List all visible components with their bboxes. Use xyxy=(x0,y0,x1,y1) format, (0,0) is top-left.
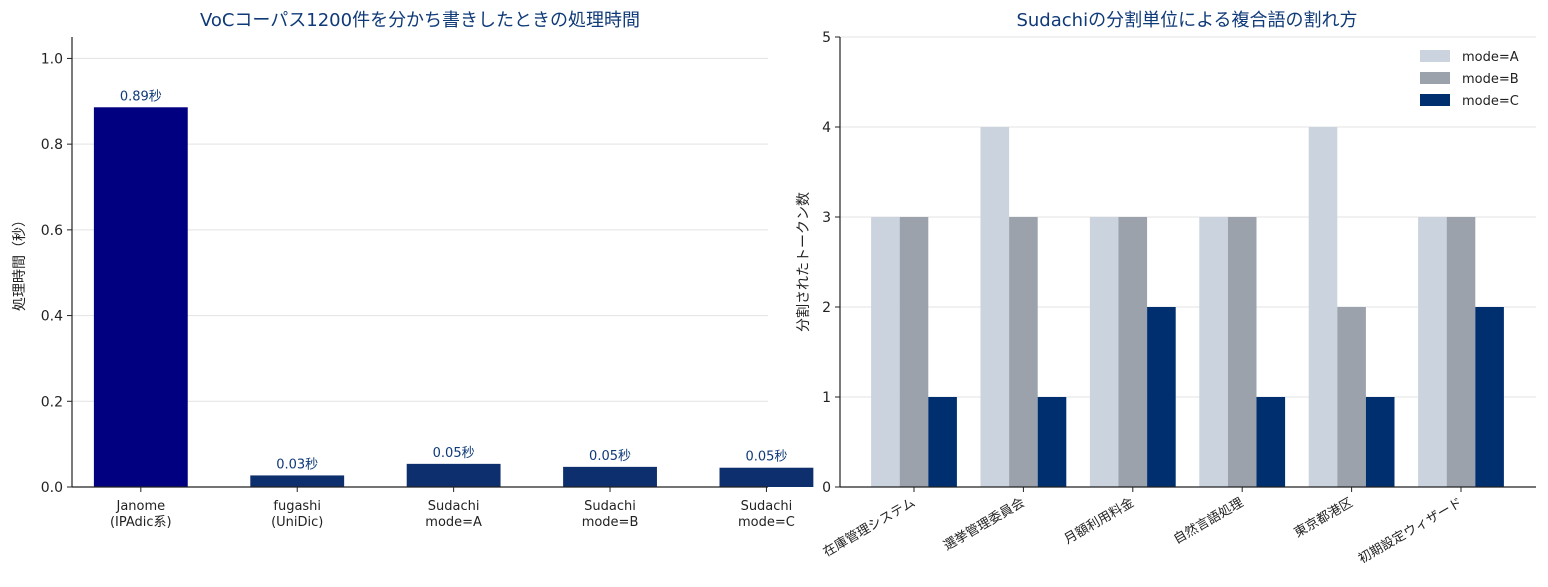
right-bars xyxy=(871,127,1504,487)
right-y-axis-label: 分割されたトークン数 xyxy=(795,192,812,332)
left-data-label: 0.05秒 xyxy=(589,449,631,464)
right-y-tick-label: 3 xyxy=(822,210,831,226)
left-bar xyxy=(250,475,345,487)
right-chart-title: Sudachiの分割単位による複合語の割れ方 xyxy=(1016,10,1357,31)
left-bar xyxy=(93,107,188,488)
right-bar xyxy=(1227,217,1257,487)
right-y-ticks: 0 1 2 3 4 5 xyxy=(822,30,840,496)
right-bar xyxy=(1147,307,1176,487)
left-chart-title: VoCコーパス1200件を分かち書きしたときの処理時間 xyxy=(200,10,640,31)
legend-label: mode=A xyxy=(1462,50,1519,65)
right-bar xyxy=(980,127,1010,487)
legend-label: mode=C xyxy=(1462,94,1519,109)
right-x-tick-label: 初期設定ウィザード xyxy=(1356,495,1465,567)
right-bar xyxy=(1446,217,1476,487)
right-bar xyxy=(1199,217,1228,487)
left-bar xyxy=(719,467,814,487)
right-axes xyxy=(839,37,1536,488)
left-y-axis-label: 処理時間（秒） xyxy=(12,213,28,311)
left-data-label: 0.03秒 xyxy=(276,457,318,472)
right-x-tick-label: 東京都港区 xyxy=(1291,495,1355,541)
legend-swatch xyxy=(1420,72,1450,84)
right-bar xyxy=(1308,127,1338,487)
left-y-tick-label: 1.0 xyxy=(41,51,63,67)
left-data-label: 0.05秒 xyxy=(433,446,475,461)
left-y-tick-label: 0.8 xyxy=(41,137,63,153)
left-y-tick-label: 0.6 xyxy=(41,223,63,239)
left-x-tick-label: Sudachi mode=A xyxy=(425,499,482,530)
left-data-label: 0.89秒 xyxy=(120,89,162,104)
left-bars xyxy=(93,107,814,488)
left-x-tick-label: Sudachi mode=C xyxy=(738,499,795,530)
right-y-tick-label: 2 xyxy=(822,300,831,316)
legend-swatch xyxy=(1420,50,1450,62)
left-x-tick-label: Janome (IPAdic系) xyxy=(110,499,172,530)
right-x-tick-label: 自然言語処理 xyxy=(1171,495,1247,548)
left-data-label: 0.05秒 xyxy=(745,450,787,465)
sudachi-split-chart: 0 1 2 3 4 5 在庫管理システム 選挙管理委員会 月額利用料金 自然言語処理 東京都港区初… xyxy=(795,10,1536,567)
right-bar xyxy=(1118,217,1148,487)
left-bar xyxy=(563,466,657,487)
right-bar xyxy=(1475,307,1504,487)
right-y-tick-label: 5 xyxy=(822,30,831,46)
processing-time-chart: 0.0 0.2 0.4 0.6 0.8 1.0 Janome (IPAdic系) fugash… xyxy=(12,10,814,530)
legend-swatch xyxy=(1420,94,1450,106)
legend-label: mode=B xyxy=(1462,72,1519,87)
right-x-ticks: 在庫管理システム 選挙管理委員会 月額利用料金 自然言語処理 東京都港区 初期設定ウィザー… xyxy=(821,487,1465,567)
left-y-tick-label: 0.0 xyxy=(41,480,63,496)
left-bar xyxy=(406,463,501,487)
right-bar xyxy=(1418,217,1447,487)
left-y-tick-label: 0.2 xyxy=(41,394,63,410)
right-bar xyxy=(871,217,900,487)
right-x-tick-label: 月額利用料金 xyxy=(1061,495,1137,548)
right-x-tick-label: 選挙管理委員会 xyxy=(941,495,1027,553)
right-legend: mode=A mode=B mode=C xyxy=(1420,50,1519,109)
right-bar xyxy=(1009,217,1038,487)
right-y-tick-label: 0 xyxy=(822,480,831,496)
left-x-tick-label: fugashi (UniDic) xyxy=(271,499,323,530)
right-bar xyxy=(1037,397,1067,487)
left-y-tick-label: 0.4 xyxy=(41,309,63,325)
left-x-tick-label: Sudachi mode=B xyxy=(582,499,639,530)
left-x-ticks: Janome (IPAdic系) fugashi (UniDic) Sudachi mod… xyxy=(110,487,795,530)
right-x-tick-label: 在庫管理システム xyxy=(821,495,918,560)
right-y-tick-label: 4 xyxy=(822,120,831,136)
left-y-ticks: 0.0 0.2 0.4 0.6 0.8 1.0 xyxy=(41,51,72,496)
right-bar xyxy=(1256,397,1286,487)
left-data-labels: 0.89秒 0.03秒 0.05秒 0.05秒 0.05秒 xyxy=(120,89,788,472)
right-bar xyxy=(1365,397,1395,487)
right-bar xyxy=(899,217,929,487)
right-bar xyxy=(1337,307,1366,487)
right-bar xyxy=(928,397,957,487)
left-axes xyxy=(71,37,768,488)
left-gridlines xyxy=(72,57,768,402)
right-bar xyxy=(1089,217,1119,487)
right-y-tick-label: 1 xyxy=(822,390,831,406)
